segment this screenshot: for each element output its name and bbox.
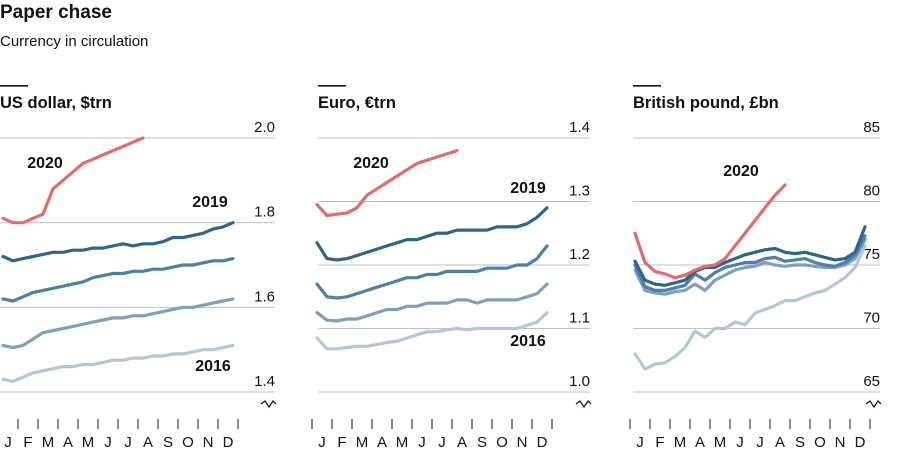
series-label: 2020	[723, 163, 759, 180]
axis-break	[575, 400, 592, 409]
x-tick-label: J	[438, 434, 446, 451]
panel-marker	[0, 85, 28, 87]
x-tick-label: M	[674, 434, 687, 451]
x-tick-label: A	[695, 434, 705, 451]
x-tick-label: J	[736, 434, 744, 451]
x-tick-label: D	[855, 434, 866, 451]
series-line	[315, 244, 549, 300]
panel-title: US dollar, $trn	[0, 94, 112, 112]
x-tick-label: M	[82, 434, 95, 451]
x-tick-label: J	[636, 434, 644, 451]
y-tick-label: 70	[863, 310, 880, 327]
series-label: 2020	[353, 155, 389, 172]
x-tick-label: M	[396, 434, 409, 451]
y-tick-label: 65	[863, 373, 880, 390]
x-tick-label: S	[795, 434, 805, 451]
y-tick-label: 1.3	[569, 183, 590, 200]
y-tick-label: 1.4	[254, 373, 275, 390]
x-tick-label: J	[418, 434, 426, 451]
x-tick-label: N	[835, 434, 846, 451]
y-tick-label: 2.0	[254, 119, 275, 136]
chart-subtitle: Currency in circulation	[0, 33, 148, 50]
series-line	[633, 238, 867, 296]
series-line	[1, 136, 145, 225]
axis-break	[865, 400, 882, 409]
x-tick-label: A	[457, 434, 467, 451]
x-tick-label: O	[814, 434, 826, 451]
x-tick-label: A	[377, 434, 387, 451]
y-tick-label: 1.6	[254, 288, 275, 305]
series-label: 2016	[195, 358, 231, 375]
y-tick-label: 1.0	[569, 373, 590, 390]
y-tick-label: 1.2	[569, 246, 590, 263]
x-tick-label: J	[756, 434, 764, 451]
series-label: 2020	[27, 155, 63, 172]
series-label: 2019	[192, 194, 228, 211]
series-line	[633, 183, 787, 280]
panel-title: Euro, €trn	[318, 94, 396, 112]
chart-title: Paper chase	[0, 2, 112, 23]
series-line	[1, 297, 235, 350]
x-tick-label: S	[163, 434, 173, 451]
panel-marker	[318, 85, 346, 87]
series-line	[1, 343, 235, 383]
series-line	[633, 234, 867, 292]
x-tick-label: O	[496, 434, 508, 451]
x-tick-label: O	[182, 434, 194, 451]
x-tick-label: M	[42, 434, 55, 451]
x-tick-label: F	[655, 434, 664, 451]
x-tick-label: A	[775, 434, 785, 451]
y-tick-label: 1.4	[569, 119, 590, 136]
x-tick-label: A	[143, 434, 153, 451]
y-tick-label: 1.8	[254, 204, 275, 221]
series-line	[315, 311, 549, 351]
y-tick-label: 85	[863, 119, 880, 136]
series-label: 2016	[510, 333, 546, 350]
series-line	[315, 149, 459, 218]
series-line	[633, 244, 867, 371]
panel-title: British pound, £bn	[633, 94, 779, 112]
series-line	[315, 206, 549, 262]
x-tick-label: D	[537, 434, 548, 451]
x-tick-label: A	[63, 434, 73, 451]
x-tick-label: D	[223, 434, 234, 451]
series-line	[1, 257, 235, 303]
x-tick-label: J	[124, 434, 132, 451]
y-tick-label: 80	[863, 183, 880, 200]
panel-marker	[633, 85, 661, 87]
series-line	[633, 225, 867, 287]
y-tick-label: 75	[863, 246, 880, 263]
series-line	[315, 282, 549, 323]
x-tick-label: N	[517, 434, 528, 451]
x-tick-label: J	[4, 434, 12, 451]
x-tick-label: N	[203, 434, 214, 451]
x-tick-label: F	[337, 434, 346, 451]
x-tick-label: F	[23, 434, 32, 451]
x-tick-label: J	[104, 434, 112, 451]
x-tick-label: S	[477, 434, 487, 451]
series-label: 2019	[510, 180, 546, 197]
series-line	[1, 221, 235, 263]
x-tick-label: M	[356, 434, 369, 451]
x-tick-label: J	[318, 434, 326, 451]
y-tick-label: 1.1	[569, 310, 590, 327]
axis-break	[260, 400, 277, 409]
x-tick-label: M	[714, 434, 727, 451]
